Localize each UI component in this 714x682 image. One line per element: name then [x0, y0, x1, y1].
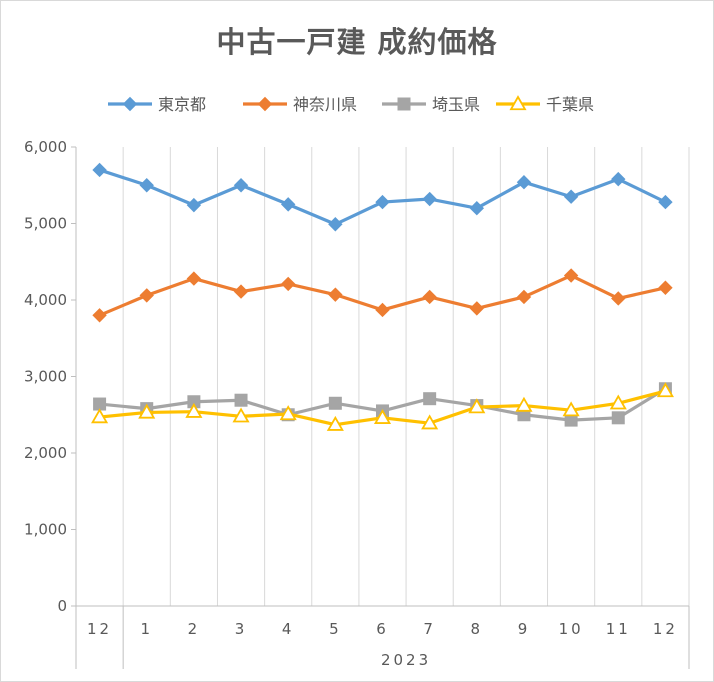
x-group-label: 2023 — [381, 651, 431, 669]
data-point-series-1 — [658, 194, 673, 210]
data-point-series-3 — [328, 396, 342, 410]
y-tick-label: 6,000 — [24, 138, 67, 156]
legend-label-4: 千葉県 — [546, 95, 594, 114]
y-tick-label: 5,000 — [24, 215, 67, 233]
data-point-series-4 — [326, 415, 344, 431]
data-point-series-3 — [423, 392, 437, 406]
data-point-series-1 — [375, 194, 390, 210]
data-point-series-2 — [422, 289, 437, 305]
data-point-series-4 — [91, 408, 109, 424]
data-point-series-4 — [562, 401, 580, 417]
x-tick-label: 2 — [188, 620, 201, 638]
data-point-series-4 — [185, 402, 203, 418]
x-tick-label: 1 — [140, 620, 153, 638]
data-point-series-1 — [422, 191, 437, 207]
legend-marker-3 — [397, 97, 411, 111]
y-tick-label: 1,000 — [24, 521, 67, 539]
x-tick-label: 4 — [282, 620, 295, 638]
data-point-series-2 — [233, 284, 249, 299]
data-point-series-2 — [328, 287, 343, 302]
data-point-series-1 — [469, 200, 485, 216]
legend-marker-4 — [509, 95, 527, 111]
legend-label-2: 神奈川県 — [293, 95, 357, 114]
x-tick-label: 9 — [518, 620, 531, 638]
y-tick-label: 3,000 — [24, 368, 67, 386]
data-point-series-2 — [469, 301, 485, 316]
data-point-series-2 — [375, 302, 390, 318]
data-point-series-4 — [373, 408, 392, 424]
legend-marker-2 — [257, 96, 273, 112]
data-point-series-1 — [280, 197, 296, 212]
x-tick-label: 5 — [329, 620, 342, 638]
x-tick-label: 3 — [235, 620, 248, 638]
data-point-series-2 — [139, 288, 154, 303]
data-point-series-1 — [233, 178, 249, 193]
data-point-series-4 — [421, 414, 439, 430]
data-point-series-2 — [516, 289, 532, 305]
x-tick-label: 7 — [423, 620, 436, 638]
y-tick-label: 0 — [57, 597, 67, 615]
data-point-series-4 — [232, 407, 250, 423]
x-tick-label: 10 — [559, 620, 584, 638]
x-tick-label: 11 — [606, 620, 631, 638]
data-point-series-2 — [280, 276, 296, 292]
data-point-series-3 — [234, 393, 248, 407]
data-point-series-1 — [186, 197, 202, 213]
data-point-series-4 — [468, 398, 486, 414]
chart-title: 中古一戸建 成約価格 — [216, 25, 498, 59]
x-tick-label: 8 — [471, 620, 484, 638]
x-tick-label: 12 — [87, 620, 112, 638]
data-point-series-4 — [609, 394, 627, 410]
data-point-series-4 — [515, 396, 533, 412]
data-point-series-1 — [92, 162, 107, 178]
data-point-series-2 — [92, 308, 107, 323]
data-point-series-4 — [279, 405, 297, 421]
data-point-series-1 — [328, 217, 343, 232]
x-tick-label: 12 — [653, 620, 678, 638]
y-tick-label: 4,000 — [24, 291, 67, 309]
data-point-series-4 — [656, 382, 674, 398]
legend-label-3: 埼玉県 — [432, 95, 480, 114]
data-point-series-2 — [658, 280, 673, 295]
data-point-series-2 — [611, 291, 626, 306]
legend-marker-1 — [122, 96, 138, 112]
data-point-series-1 — [516, 174, 532, 190]
data-point-series-2 — [186, 271, 202, 286]
data-point-series-1 — [563, 189, 579, 204]
legend-label-1: 東京都 — [158, 95, 206, 114]
data-point-series-3 — [611, 411, 625, 425]
y-tick-label: 2,000 — [24, 444, 67, 462]
data-point-series-1 — [139, 178, 154, 193]
x-tick-label: 6 — [376, 620, 389, 638]
data-point-series-2 — [563, 268, 579, 283]
data-point-series-4 — [138, 403, 156, 419]
data-point-series-1 — [611, 171, 626, 187]
